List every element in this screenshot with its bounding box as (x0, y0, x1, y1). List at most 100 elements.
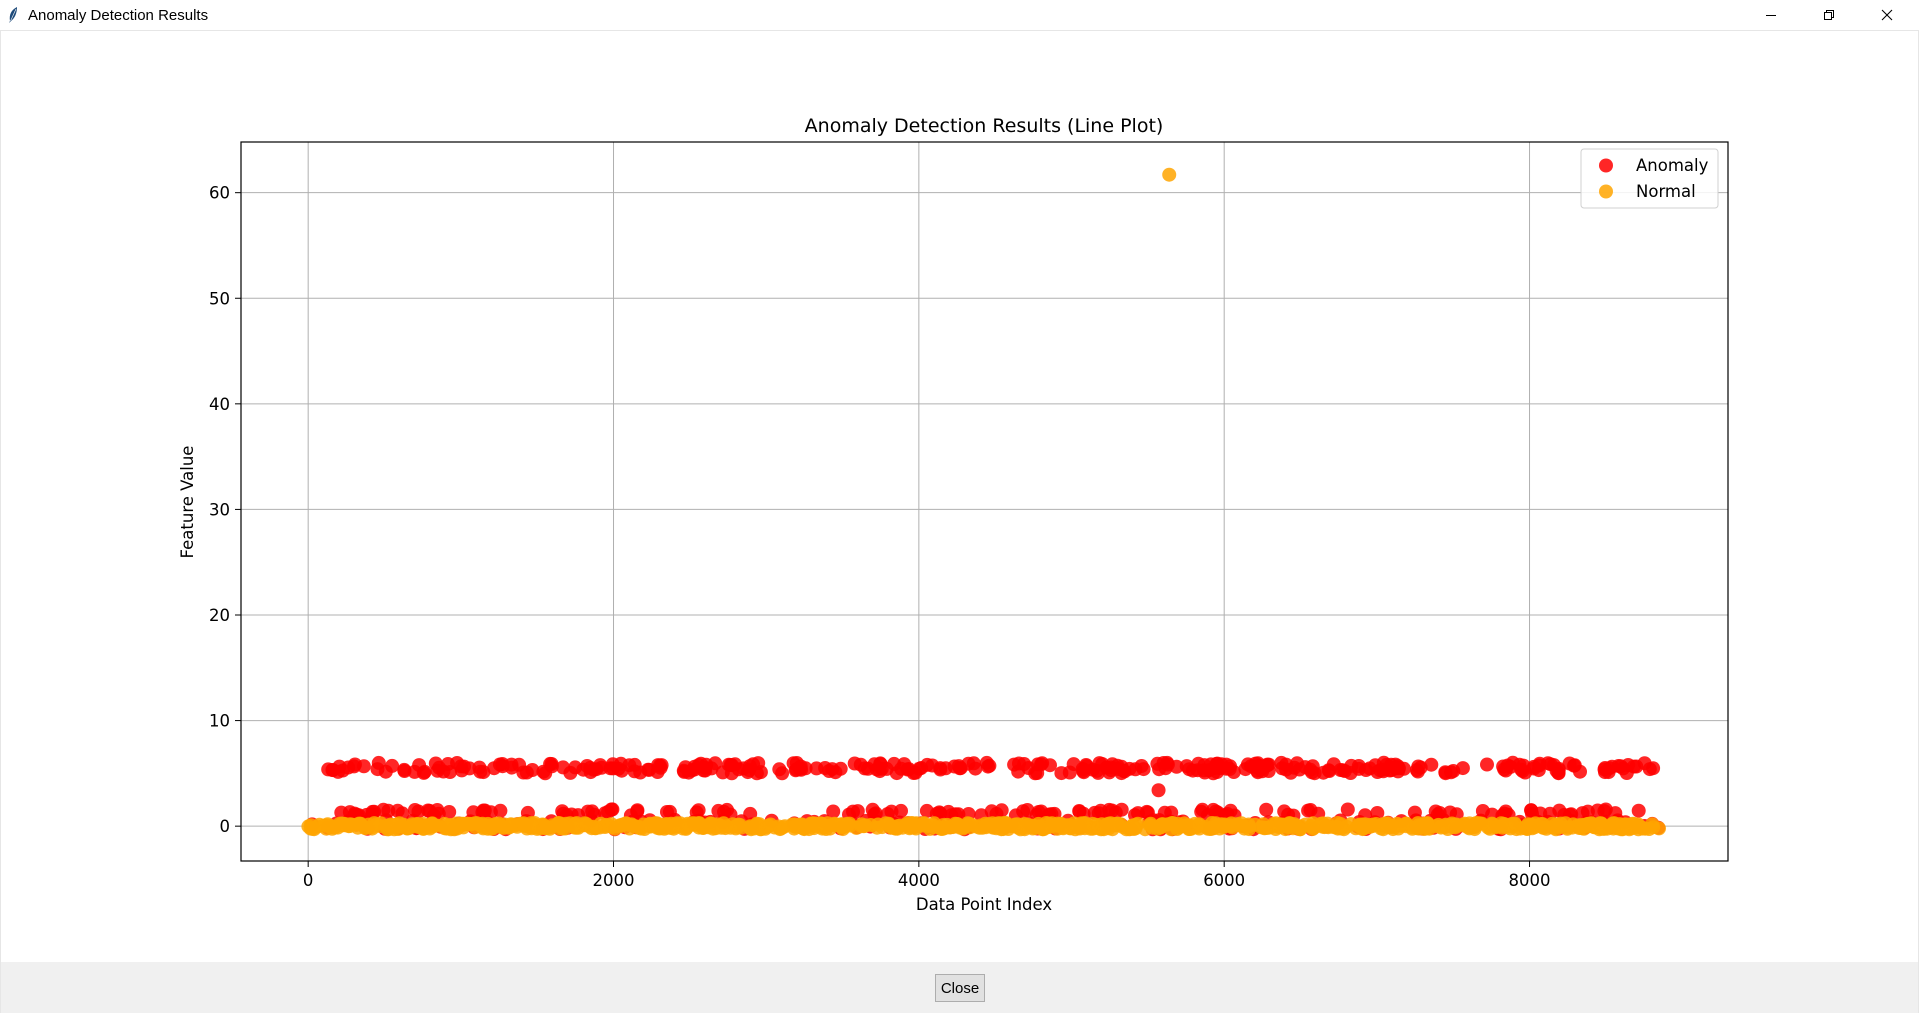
restore-button[interactable] (1800, 0, 1858, 30)
normal-point (1162, 167, 1177, 182)
anomaly-point (1340, 802, 1355, 817)
x-tick-label: 8000 (1509, 871, 1551, 890)
y-axis-label: Feature Value (178, 446, 197, 559)
normal-point (1203, 822, 1218, 836)
normal-point (468, 816, 482, 831)
anomaly-point (432, 760, 447, 775)
anomaly-point (723, 758, 738, 772)
minimize-button[interactable] (1742, 0, 1800, 30)
normal-point (1405, 821, 1420, 836)
anomaly-point (1185, 763, 1200, 778)
normal-point (337, 816, 352, 831)
window-title: Anomaly Detection Results (28, 7, 209, 24)
anomaly-point (1196, 763, 1211, 778)
normal-point (668, 818, 683, 833)
anomaly-point (792, 761, 807, 776)
normal-point (1085, 816, 1100, 831)
anomaly-point (1438, 765, 1453, 780)
anomaly-point (1095, 757, 1110, 771)
anomaly-point (576, 762, 591, 777)
anomaly-point (1532, 756, 1547, 771)
anomaly-point (622, 758, 637, 773)
normal-point (950, 817, 965, 832)
anomaly-point (704, 761, 719, 776)
anomaly-point (1122, 761, 1137, 776)
normal-point (1191, 818, 1206, 833)
anomaly-point (512, 757, 527, 772)
anomaly-point (1637, 756, 1652, 771)
anomaly-point (1028, 766, 1043, 781)
plot-frame (240, 141, 1729, 862)
normal-point (1417, 818, 1432, 833)
close-button[interactable]: Close (935, 974, 985, 1002)
normal-point (1315, 816, 1330, 831)
legend-marker-normal (1599, 184, 1613, 199)
grid-lines (241, 142, 1728, 861)
normal-point (1484, 816, 1499, 831)
normal-point (687, 816, 702, 831)
anomaly-point (968, 761, 983, 776)
normal-point (1620, 821, 1635, 836)
normal-point (1448, 820, 1463, 835)
normal-point (1386, 820, 1400, 834)
normal-point (870, 820, 885, 835)
normal-point (1283, 816, 1298, 831)
anomaly-point (772, 762, 787, 777)
normal-point (373, 816, 388, 831)
anomaly-point (1480, 757, 1494, 772)
anomaly-point (912, 761, 927, 776)
legend-box (1580, 148, 1719, 209)
anomaly-point (1054, 766, 1069, 781)
anomaly-chart: Anomaly Detection Results (Line Plot) 0 2… (178, 115, 1729, 914)
anomaly-point (1259, 802, 1274, 817)
anomaly-point (367, 804, 382, 819)
anomaly-point (865, 802, 880, 817)
anomaly-point (1497, 762, 1512, 777)
normal-point (358, 820, 373, 835)
anomaly-point (654, 758, 669, 773)
normal-point (814, 816, 829, 831)
anomaly-point (1605, 759, 1619, 774)
anomaly-point (1424, 757, 1439, 772)
normal-point (538, 821, 553, 836)
anomaly-point (544, 759, 559, 774)
normal-point (1304, 819, 1318, 834)
normal-point (503, 819, 518, 834)
close-window-button[interactable] (1858, 0, 1916, 30)
normal-point (408, 819, 423, 834)
feather-icon (9, 7, 17, 23)
anomaly-point (473, 764, 488, 779)
normal-point (834, 817, 849, 832)
anomaly-point (828, 765, 843, 780)
normal-point (1177, 819, 1192, 834)
anomaly-point (932, 805, 947, 820)
anomaly-point (809, 761, 824, 776)
normal-point (584, 821, 599, 836)
normal-point (384, 818, 399, 833)
anomaly-point (1516, 758, 1531, 773)
anomaly-point (1240, 757, 1255, 772)
normal-point (641, 817, 656, 832)
anomaly-point (1279, 762, 1294, 777)
normal-point (1271, 820, 1286, 835)
anomaly-point (1413, 760, 1428, 775)
normal-point (1258, 820, 1273, 835)
normal-point (1144, 818, 1159, 833)
x-tick-label: 4000 (898, 871, 940, 890)
normal-point (1584, 818, 1599, 833)
anomaly-point (979, 755, 994, 770)
anomaly-point (1335, 763, 1350, 778)
anomaly-point (742, 763, 757, 778)
normal-point (422, 821, 437, 836)
normal-point (1652, 821, 1666, 836)
anomaly-point (605, 757, 620, 772)
normal-point (1155, 817, 1170, 832)
normal-point (624, 817, 639, 832)
normal-point (1434, 820, 1448, 835)
legend: Anomaly Normal (1580, 148, 1719, 209)
close-icon (1881, 9, 1893, 21)
normal-point (763, 817, 778, 832)
anomaly-point (1072, 804, 1087, 819)
anomaly-point (1388, 757, 1403, 772)
anomaly-point (630, 803, 645, 818)
